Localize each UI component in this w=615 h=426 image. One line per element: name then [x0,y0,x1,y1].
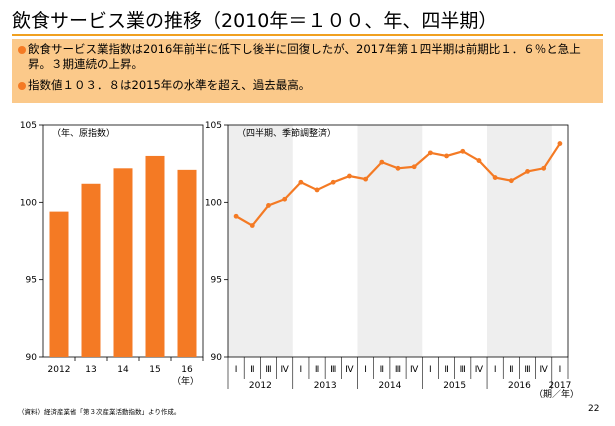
quarter-label: Ⅰ [364,365,367,375]
quarter-label: Ⅰ [494,365,497,375]
data-point-16 [492,175,498,180]
data-point-19 [541,165,547,171]
year-shade-band [487,125,552,357]
title-underline [12,34,603,36]
year-shade-band [357,125,423,357]
year-label: 2013 [314,381,337,391]
data-point-7 [347,173,352,179]
page-number: 22 [588,404,600,414]
bar-chart-title: （年、原指数） [52,127,115,139]
data-point-13 [444,153,449,159]
line-chart-title: （四半期、季節調整済） [237,127,336,139]
bar-x-tick-label: 13 [85,365,96,375]
data-point-0 [233,213,239,219]
line-y-tick-label: 95 [211,276,222,286]
data-point-12 [427,150,433,156]
line-chart-x-unit: （期／年） [534,388,579,400]
bar-y-tick-label: 95 [26,276,37,286]
quarter-label: Ⅰ [559,365,562,375]
bullet-dot-icon [18,46,26,54]
quarter-label: Ⅳ [540,365,549,375]
summary-box: 飲食サービス業指数は2016年前半に低下し後半に回復したが、2017年第１四半期… [12,39,603,103]
line-y-tick-label: 105 [205,121,222,131]
bar-y-tick-label: 105 [20,121,37,131]
year-label: 2017 [548,381,571,391]
data-point-6 [330,179,336,185]
quarter-label: Ⅱ [380,365,384,375]
quarter-label: Ⅳ [281,365,290,375]
annual-bar-chart: （年、原指数） 90 95 100 105 2012 13 14 15 16 （年） [20,121,204,387]
bar-13 [81,183,101,357]
data-point-15 [476,158,482,163]
line-chart-frame [227,124,569,358]
bar-x-tick-label: 2012 [48,365,71,375]
data-point-11 [411,164,417,170]
quarter-label: Ⅲ [460,365,466,375]
year-label: 2012 [249,381,272,391]
quarter-label: Ⅲ [265,365,271,375]
year-label: 2014 [378,381,401,391]
line-y-tick-label: 90 [211,353,223,363]
summary-bullet-2: 指数値１０３．８は2015年の水準を超え、過去最高。 [18,78,588,93]
bar-y-tick-label: 90 [26,353,38,363]
data-point-2 [266,203,271,208]
bar-14 [113,168,133,357]
bullet-dot-icon [18,82,26,90]
bar-x-tick-label: 15 [149,365,160,375]
page-title: 飲食サービス業の推移（2010年＝１００、年、四半期） [12,10,498,32]
quarter-label: Ⅰ [235,365,238,375]
quarter-label: Ⅱ [315,365,319,375]
data-point-17 [508,178,514,184]
bar-chart-x-unit: （年） [172,375,199,387]
quarter-label: Ⅱ [509,365,513,375]
data-point-5 [314,187,320,193]
quarter-label: Ⅰ [300,365,303,375]
summary-bullet-1: 飲食サービス業指数は2016年前半に低下し後半に回復したが、2017年第１四半期… [18,42,588,72]
data-point-18 [525,169,530,174]
quarter-label: Ⅲ [330,365,336,375]
bar-x-tick-label: 14 [117,365,129,375]
data-point-9 [379,159,385,165]
quarter-label: Ⅱ [250,365,254,375]
quarter-label: Ⅳ [410,365,419,375]
bar-y-tick-label: 100 [20,198,37,208]
year-label: 2016 [508,381,531,391]
quarter-label: Ⅲ [524,365,530,375]
summary-bullet-1-text: 飲食サービス業指数は2016年前半に低下し後半に回復したが、2017年第１四半期… [28,42,581,71]
quarter-label: Ⅲ [395,365,401,375]
year-label: 2015 [443,381,466,391]
bar-16 [177,169,197,357]
summary-bullet-2-text: 指数値１０３．８は2015年の水準を超え、過去最高。 [28,78,311,92]
data-point-4 [298,179,304,185]
source-note: （資料）経済産業省「第３次産業活動指数」より作成。 [18,408,181,416]
bar-2012 [49,211,69,357]
line-y-tick-label: 100 [205,198,222,208]
bar-15 [145,155,165,357]
quarter-label: Ⅳ [475,365,484,375]
data-point-14 [460,148,466,154]
data-point-10 [395,165,401,171]
quarter-label: Ⅳ [345,365,354,375]
data-point-3 [282,196,288,202]
quarter-label: Ⅱ [444,365,448,375]
data-point-20 [557,141,563,146]
year-shade-band [228,125,293,357]
quarter-label: Ⅰ [429,365,432,375]
data-point-8 [363,176,369,182]
bar-x-tick-label: 16 [181,365,193,375]
data-point-1 [249,223,255,228]
